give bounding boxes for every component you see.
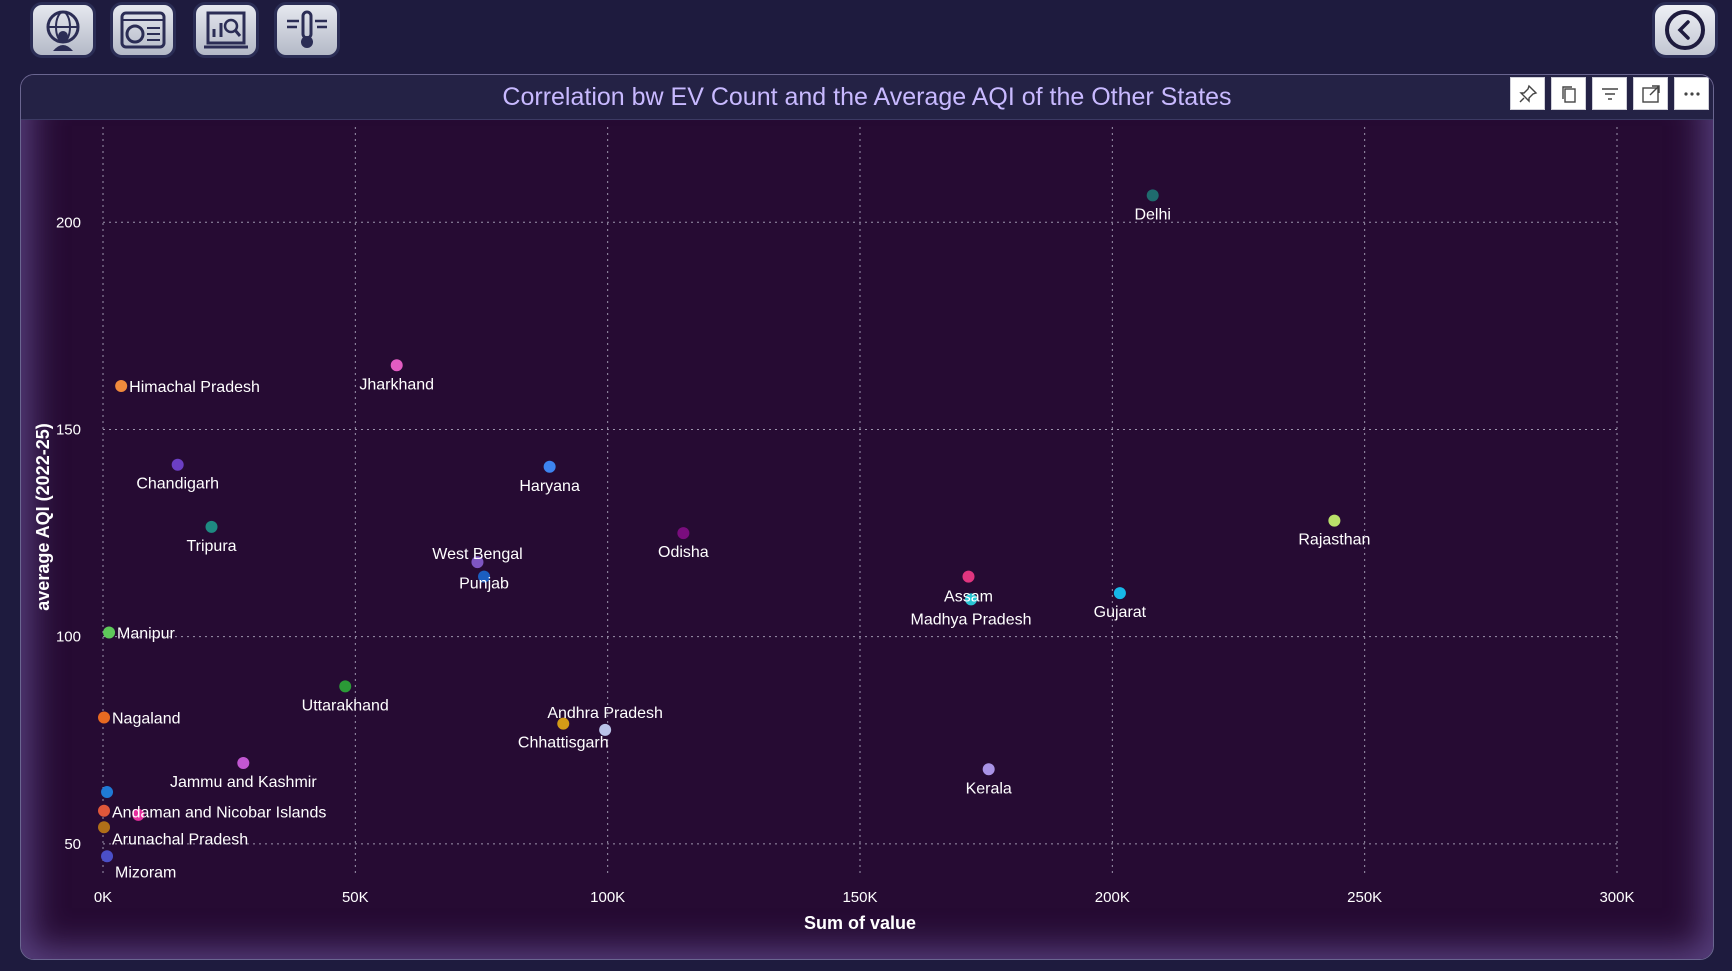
nav-button-reports[interactable]	[193, 2, 259, 58]
data-point	[982, 763, 995, 776]
data-point	[543, 460, 556, 473]
point-label: Mizoram	[115, 864, 176, 881]
focus-mode-button[interactable]	[1633, 77, 1668, 110]
report-analysis-icon	[204, 11, 248, 49]
y-tick-label: 50	[64, 836, 81, 853]
y-axis-title: average AQI (2022-25)	[33, 423, 53, 610]
thermometer-wind-icon	[287, 10, 327, 48]
y-tick-label: 150	[56, 421, 81, 438]
data-point	[98, 804, 111, 817]
data-point	[101, 850, 114, 863]
dashboard-window-icon	[120, 11, 166, 49]
point-label: West Bengal	[432, 546, 522, 563]
filter-icon	[1601, 87, 1618, 100]
nav-button-dashboard[interactable]	[110, 2, 176, 58]
globe-person-icon	[46, 10, 80, 51]
data-point	[478, 570, 491, 583]
data-point	[101, 786, 114, 799]
point-label: Chandigarh	[136, 476, 219, 493]
visual-toolbar	[1510, 77, 1709, 110]
more-options-button[interactable]	[1674, 77, 1709, 110]
data-point	[237, 757, 250, 770]
x-tick-label: 250K	[1347, 889, 1382, 906]
data-point	[1113, 587, 1126, 600]
data-point	[471, 556, 484, 569]
y-tick-label: 100	[56, 629, 81, 646]
x-tick-label: 150K	[842, 889, 877, 906]
scatter-visual: 0K 50K 100K 150K 200K 250K 300K 50 100 150 200 Sum …	[20, 74, 1714, 960]
x-tick-label: 100K	[590, 889, 625, 906]
point-label: Gujarat	[1094, 604, 1147, 621]
data-point	[132, 808, 145, 821]
point-label: Punjab	[459, 576, 509, 593]
data-point	[1328, 514, 1341, 527]
point-label: Himachal Pradesh	[129, 379, 260, 396]
copy-button[interactable]	[1551, 77, 1586, 110]
x-tick-label: 0K	[94, 889, 112, 906]
data-point	[205, 520, 218, 533]
data-point	[599, 723, 612, 736]
nav-button-overview[interactable]	[30, 2, 96, 58]
point-label: Chhattisgarh	[518, 735, 609, 752]
back-button[interactable]	[1652, 2, 1718, 58]
point-label: Assam	[944, 589, 993, 606]
point-label: Madhya Pradesh	[911, 611, 1032, 628]
point-label: Haryana	[519, 478, 580, 495]
pin-icon	[1518, 84, 1537, 103]
x-tick-label: 300K	[1599, 889, 1634, 906]
data-point	[557, 717, 570, 730]
point-label: Nagaland	[112, 710, 181, 727]
more-options-icon	[1683, 91, 1700, 96]
copy-icon	[1561, 85, 1576, 103]
data-point	[98, 821, 111, 834]
x-tick-label: 200K	[1095, 889, 1130, 906]
chart-title: Correlation bw EV Count and the Average …	[502, 83, 1232, 111]
point-label: Andaman and Nicobar Islands	[112, 805, 326, 822]
data-point	[339, 680, 352, 693]
visual-header: Correlation bw EV Count and the Average …	[21, 75, 1713, 120]
point-label: Tripura	[186, 538, 236, 555]
data-point	[677, 527, 690, 540]
point-label: Andhra Pradesh	[547, 705, 663, 722]
point-label: Jammu and Kashmir	[170, 774, 317, 791]
data-point	[1146, 189, 1159, 202]
data-point	[962, 570, 975, 583]
data-point	[171, 458, 184, 471]
focus-mode-icon	[1641, 84, 1660, 103]
point-label: Odisha	[658, 544, 709, 561]
scatter-chart: 0K 50K 100K 150K 200K 250K 300K 50 100 150 200 Sum …	[33, 127, 1635, 933]
point-label: Delhi	[1134, 206, 1170, 223]
data-point	[98, 711, 111, 724]
point-label: Kerala	[966, 780, 1012, 797]
point-label: Manipur	[117, 626, 175, 643]
point-label: Jharkhand	[359, 376, 434, 393]
back-arrow-icon	[1677, 20, 1690, 40]
data-point	[115, 379, 128, 392]
data-point	[103, 626, 116, 639]
point-label: Arunachal Pradesh	[112, 831, 248, 848]
data-point	[390, 359, 403, 372]
x-tick-label: 50K	[342, 889, 369, 906]
pin-button[interactable]	[1510, 77, 1545, 110]
x-axis-title: Sum of value	[804, 913, 916, 933]
point-label: Uttarakhand	[302, 697, 389, 714]
filter-button[interactable]	[1592, 77, 1627, 110]
data-point	[965, 593, 978, 606]
nav-button-air-quality[interactable]	[274, 2, 340, 58]
y-tick-label: 200	[56, 214, 81, 231]
point-label: Rajasthan	[1298, 532, 1370, 549]
